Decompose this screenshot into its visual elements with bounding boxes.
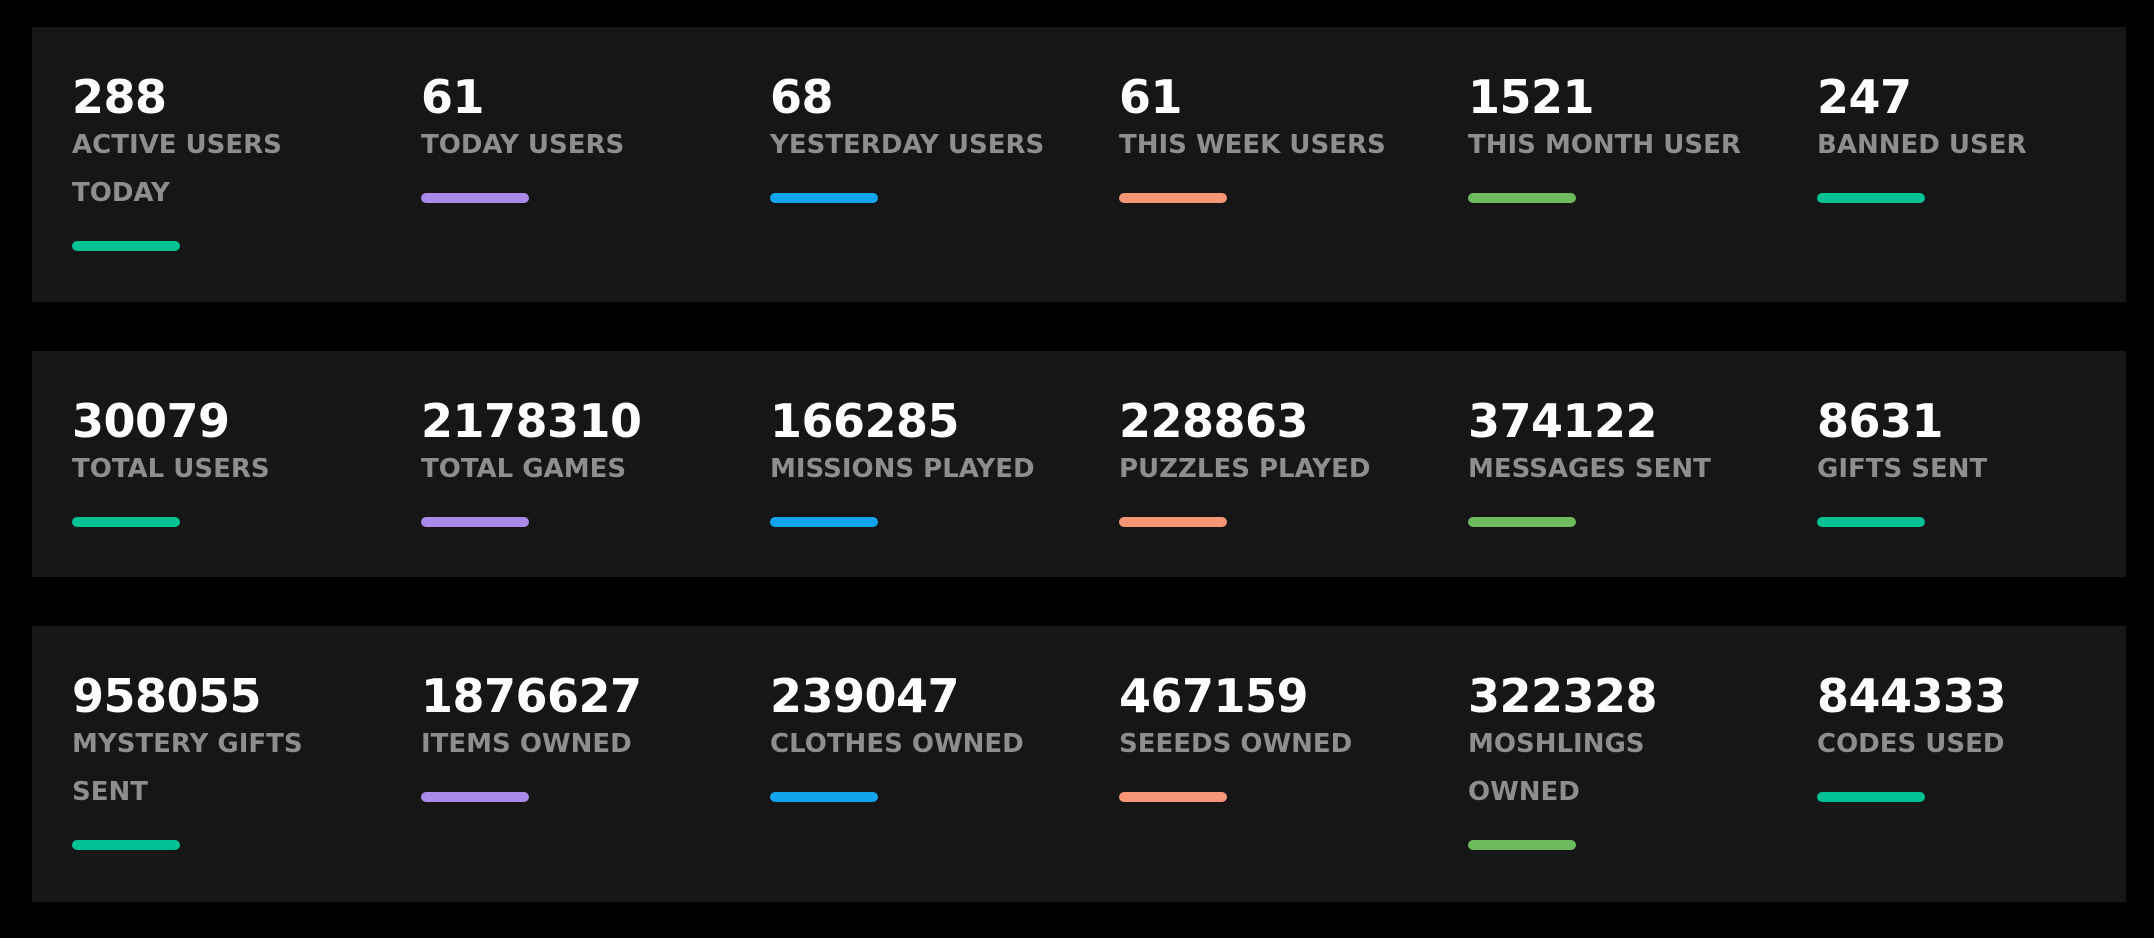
stat-card-items-owned: 1876627 ITEMS OWNED: [381, 626, 730, 902]
accent-bar: [1119, 792, 1227, 802]
accent-bar: [1468, 840, 1576, 850]
stat-card-today-users: 61 TODAY USERS: [381, 27, 730, 302]
stat-card-yesterday-users: 68 YESTERDAY USERS: [730, 27, 1079, 302]
stat-label: GIFTS SENT: [1817, 454, 1988, 484]
stat-label: ITEMS OWNED: [421, 729, 632, 759]
stat-label: TOTAL USERS: [72, 454, 270, 484]
stat-card-codes-used: 844333 CODES USED: [1777, 626, 2126, 902]
stat-card-banned-user: 247 BANNED USER: [1777, 27, 2126, 302]
stat-card-mystery-gifts-sent: 958055 MYSTERY GIFTS SENT: [32, 626, 381, 902]
stat-card-missions-played: 166285 MISSIONS PLAYED: [730, 351, 1079, 577]
accent-bar: [770, 193, 878, 203]
stat-card-puzzles-played: 228863 PUZZLES PLAYED: [1079, 351, 1428, 577]
accent-bar: [1817, 792, 1925, 802]
stat-value: 467159: [1119, 669, 1309, 723]
stat-label: CODES USED: [1817, 729, 2005, 759]
stat-card-total-users: 30079 TOTAL USERS: [32, 351, 381, 577]
stat-label: CLOTHES OWNED: [770, 729, 1024, 759]
stat-card-messages-sent: 374122 MESSAGES SENT: [1428, 351, 1777, 577]
stat-card-gifts-sent: 8631 GIFTS SENT: [1777, 351, 2126, 577]
stat-card-this-week-users: 61 THIS WEEK USERS: [1079, 27, 1428, 302]
stat-value: 958055: [72, 669, 262, 723]
stat-card-seeeds-owned: 467159 SEEEDS OWNED: [1079, 626, 1428, 902]
accent-bar: [421, 792, 529, 802]
stat-value: 322328: [1468, 669, 1658, 723]
accent-bar: [1119, 517, 1227, 527]
stats-panel-totals: 30079 TOTAL USERS 2178310 TOTAL GAMES 16…: [32, 351, 2126, 577]
stat-label: THIS WEEK USERS: [1119, 130, 1386, 160]
accent-bar: [1817, 517, 1925, 527]
stat-value: 61: [1119, 70, 1183, 124]
accent-bar: [1468, 193, 1576, 203]
stat-card-moshlings-owned: 322328 MOSHLINGS OWNED: [1428, 626, 1777, 902]
accent-bar: [421, 517, 529, 527]
stat-value: 1876627: [421, 669, 642, 723]
stat-value: 8631: [1817, 394, 1944, 448]
stat-card-this-month-user: 1521 THIS MONTH USER: [1428, 27, 1777, 302]
accent-bar: [72, 241, 180, 251]
accent-bar: [1817, 193, 1925, 203]
stat-value: 68: [770, 70, 834, 124]
accent-bar: [72, 840, 180, 850]
accent-bar: [1119, 193, 1227, 203]
stats-panel-inventory: 958055 MYSTERY GIFTS SENT 1876627 ITEMS …: [32, 626, 2126, 902]
stat-value: 247: [1817, 70, 1912, 124]
stat-value: 1521: [1468, 70, 1595, 124]
stat-label: TOTAL GAMES: [421, 454, 627, 484]
stat-label: SEEEDS OWNED: [1119, 729, 1353, 759]
stat-value: 166285: [770, 394, 960, 448]
stat-card-active-users-today: 288 ACTIVE USERS TODAY: [32, 27, 381, 302]
stat-value: 288: [72, 70, 167, 124]
stat-label: PUZZLES PLAYED: [1119, 454, 1371, 484]
stat-card-total-games: 2178310 TOTAL GAMES: [381, 351, 730, 577]
stat-label: THIS MONTH USER: [1468, 130, 1741, 160]
accent-bar: [770, 792, 878, 802]
stat-label: BANNED USER: [1817, 130, 2027, 160]
stats-panel-activity: 288 ACTIVE USERS TODAY 61 TODAY USERS 68…: [32, 27, 2126, 302]
stat-label: MYSTERY GIFTS SENT: [72, 729, 303, 807]
stat-label: YESTERDAY USERS: [770, 130, 1045, 160]
accent-bar: [72, 517, 180, 527]
stat-value: 844333: [1817, 669, 2007, 723]
stat-label: MISSIONS PLAYED: [770, 454, 1035, 484]
stat-value: 228863: [1119, 394, 1309, 448]
accent-bar: [1468, 517, 1576, 527]
stat-value: 239047: [770, 669, 960, 723]
stat-value: 374122: [1468, 394, 1658, 448]
stat-label: MESSAGES SENT: [1468, 454, 1711, 484]
stat-card-clothes-owned: 239047 CLOTHES OWNED: [730, 626, 1079, 902]
stat-label: MOSHLINGS OWNED: [1468, 729, 1645, 807]
stat-value: 2178310: [421, 394, 642, 448]
accent-bar: [421, 193, 529, 203]
stat-value: 61: [421, 70, 485, 124]
stat-label: TODAY USERS: [421, 130, 625, 160]
stat-label: ACTIVE USERS TODAY: [72, 130, 282, 208]
accent-bar: [770, 517, 878, 527]
stat-value: 30079: [72, 394, 230, 448]
